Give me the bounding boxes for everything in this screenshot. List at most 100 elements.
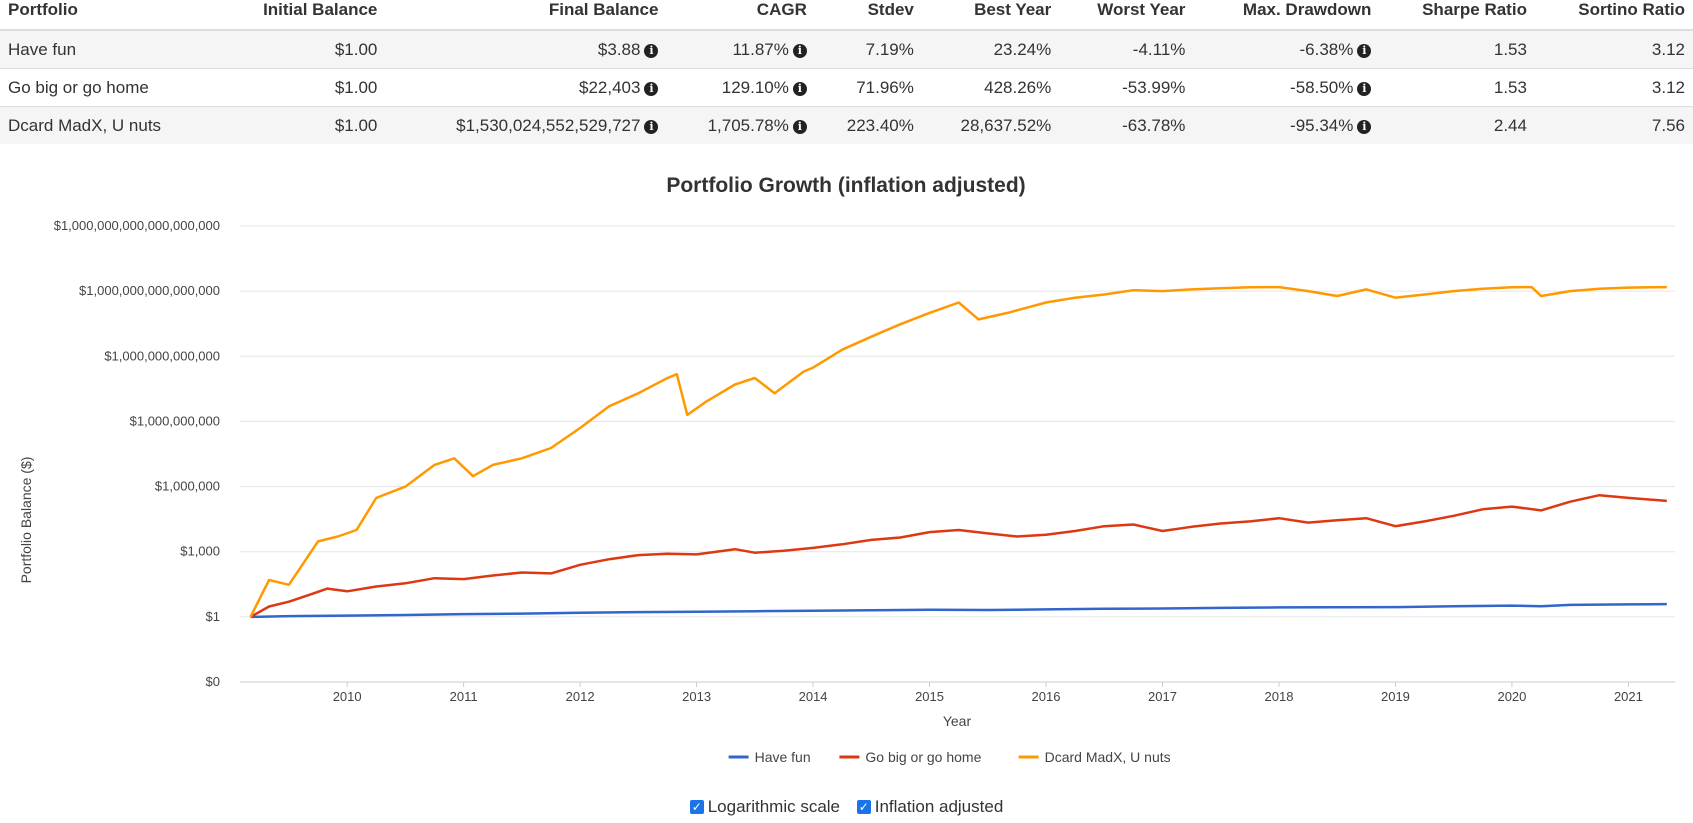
y-axis-ticks: $1,000,000,000,000,000,000 $1,000,000,000… (54, 218, 220, 689)
y-tick-label: $1 (206, 609, 220, 624)
x-tick-label: 2014 (799, 689, 828, 704)
chart-title: Portfolio Growth (inflation adjusted) (666, 174, 1025, 197)
table-row: Go big or go home $1.00 $22,403 i 129.10%… (0, 68, 1693, 107)
y-axis-label: Portfolio Balance ($) (18, 457, 34, 584)
cell-initial: $1.00 (217, 68, 386, 107)
series-line (249, 493, 1667, 618)
info-icon[interactable]: i (1357, 81, 1372, 96)
cell-best: 28,637.52% (921, 106, 1060, 144)
x-axis-label: Year (943, 713, 972, 729)
header-sortino-ratio: Sortino Ratio (1534, 0, 1693, 31)
cell-initial: $1.00 (217, 106, 386, 144)
inflation-adjusted-label: Inflation adjusted (874, 797, 1004, 816)
cell-sharpe: 1.53 (1379, 29, 1535, 69)
info-icon[interactable]: i (1357, 43, 1372, 58)
cell-best: 428.26% (921, 68, 1060, 107)
table-row: Have fun $1.00 $3.88 i 11.87% i 7.19% 23.2… (0, 29, 1693, 69)
info-icon[interactable]: i (644, 43, 659, 58)
x-tick-label: 2015 (915, 689, 944, 704)
cell-final: $3.88 i (385, 29, 667, 69)
cell-portfolio: Have fun (0, 29, 218, 69)
header-cagr: CAGR (666, 0, 815, 31)
cell-maxdd: -6.38% i (1193, 29, 1380, 69)
info-icon[interactable]: i (792, 119, 807, 134)
y-tick-label: $1,000,000,000,000,000 (79, 283, 220, 298)
y-tick-label: $1,000 (180, 544, 220, 559)
cell-maxdd-value: -95.34% (1290, 115, 1354, 135)
log-scale-label: Logarithmic scale (707, 797, 840, 816)
cell-portfolio: Dcard MadX, U nuts (0, 106, 218, 144)
inflation-adjusted-option[interactable]: ✓ Inflation adjusted (856, 797, 1004, 816)
header-sharpe-ratio: Sharpe Ratio (1379, 0, 1535, 31)
header-initial-balance: Initial Balance (217, 0, 386, 31)
x-tick-label: 2013 (682, 689, 711, 704)
info-icon[interactable]: i (1357, 119, 1372, 134)
legend-item[interactable]: Dcard MadX, U nuts (1045, 749, 1171, 765)
cell-maxdd-value: -58.50% (1290, 77, 1354, 97)
header-final-balance: Final Balance (385, 0, 667, 31)
cell-cagr: 1,705.78% i (666, 106, 815, 144)
table-row: Dcard MadX, U nuts $1.00 $1,530,024,552,… (0, 106, 1693, 144)
series-line (249, 285, 1667, 618)
x-tick-label: 2010 (333, 689, 362, 704)
chart-grid (240, 225, 1675, 683)
cell-final: $1,530,024,552,529,727 i (385, 106, 667, 144)
cell-stdev: 71.96% (814, 68, 922, 107)
y-tick-label: $0 (206, 674, 220, 689)
cell-maxdd: -58.50% i (1193, 68, 1380, 107)
cell-sharpe: 2.44 (1379, 106, 1535, 144)
info-icon[interactable]: i (792, 43, 807, 58)
cell-maxdd-value: -6.38% (1299, 39, 1354, 59)
x-tick-label: 2021 (1614, 689, 1643, 704)
cell-stdev: 7.19% (814, 29, 922, 69)
inflation-adjusted-checkbox[interactable]: ✓ (856, 800, 871, 814)
header-stdev: Stdev (814, 0, 922, 31)
header-portfolio: Portfolio (0, 0, 218, 31)
cell-best: 23.24% (921, 29, 1060, 69)
chart-series (249, 285, 1667, 619)
x-tick-label: 2012 (566, 689, 595, 704)
cell-final: $22,403 i (385, 68, 667, 107)
chart-legend: Have fun Go big or go home Dcard MadX, U n… (728, 749, 1171, 765)
cell-worst: -53.99% (1059, 68, 1194, 107)
cell-sortino: 7.56 (1534, 106, 1693, 144)
header-worst-year: Worst Year (1059, 0, 1194, 31)
x-tick-label: 2017 (1148, 689, 1177, 704)
series-line (250, 602, 1667, 619)
legend-item[interactable]: Have fun (755, 749, 811, 765)
cell-cagr-value: 11.87% (732, 39, 789, 59)
y-tick-label: $1,000,000 (155, 479, 220, 494)
cell-cagr-value: 129.10% (721, 77, 789, 97)
cell-portfolio: Go big or go home (0, 68, 218, 107)
cell-sharpe: 1.53 (1379, 68, 1535, 107)
cell-final-value: $3.88 (597, 39, 641, 59)
cell-sortino: 3.12 (1534, 68, 1693, 107)
info-icon[interactable]: i (644, 81, 659, 96)
x-axis-ticks: 2010 2011 2012 2013 2014 2015 2016 2017 2018 2019… (333, 682, 1643, 704)
cell-initial: $1.00 (217, 29, 386, 69)
x-tick-label: 2020 (1497, 689, 1526, 704)
x-tick-label: 2016 (1032, 689, 1061, 704)
cell-cagr: 129.10% i (666, 68, 815, 107)
cell-final-value: $1,530,024,552,529,727 (456, 115, 641, 135)
x-tick-label: 2011 (450, 689, 478, 704)
portfolio-stats-table: Portfolio Initial Balance Final Balance … (0, 0, 1693, 144)
x-tick-label: 2019 (1381, 689, 1410, 704)
log-scale-checkbox[interactable]: ✓ (689, 800, 704, 814)
info-icon[interactable]: i (644, 119, 659, 134)
cell-worst: -63.78% (1059, 106, 1194, 144)
cell-cagr-value: 1,705.78% (707, 115, 789, 135)
cell-sortino: 3.12 (1534, 29, 1693, 69)
portfolio-growth-chart: Portfolio Growth (inflation adjusted) $1… (18, 174, 1675, 765)
legend-item[interactable]: Go big or go home (865, 749, 981, 765)
y-tick-label: $1,000,000,000,000,000,000 (54, 218, 220, 233)
info-icon[interactable]: i (792, 81, 807, 96)
cell-stdev: 223.40% (814, 106, 922, 144)
log-scale-option[interactable]: ✓ Logarithmic scale (689, 797, 840, 816)
cell-cagr: 11.87% i (666, 29, 815, 69)
x-tick-label: 2018 (1265, 689, 1294, 704)
header-best-year: Best Year (921, 0, 1060, 31)
chart-options: ✓ Logarithmic scale ✓ Inflation adjusted (0, 797, 1693, 817)
header-max-drawdown: Max. Drawdown (1193, 0, 1380, 31)
y-tick-label: $1,000,000,000,000 (104, 348, 220, 363)
